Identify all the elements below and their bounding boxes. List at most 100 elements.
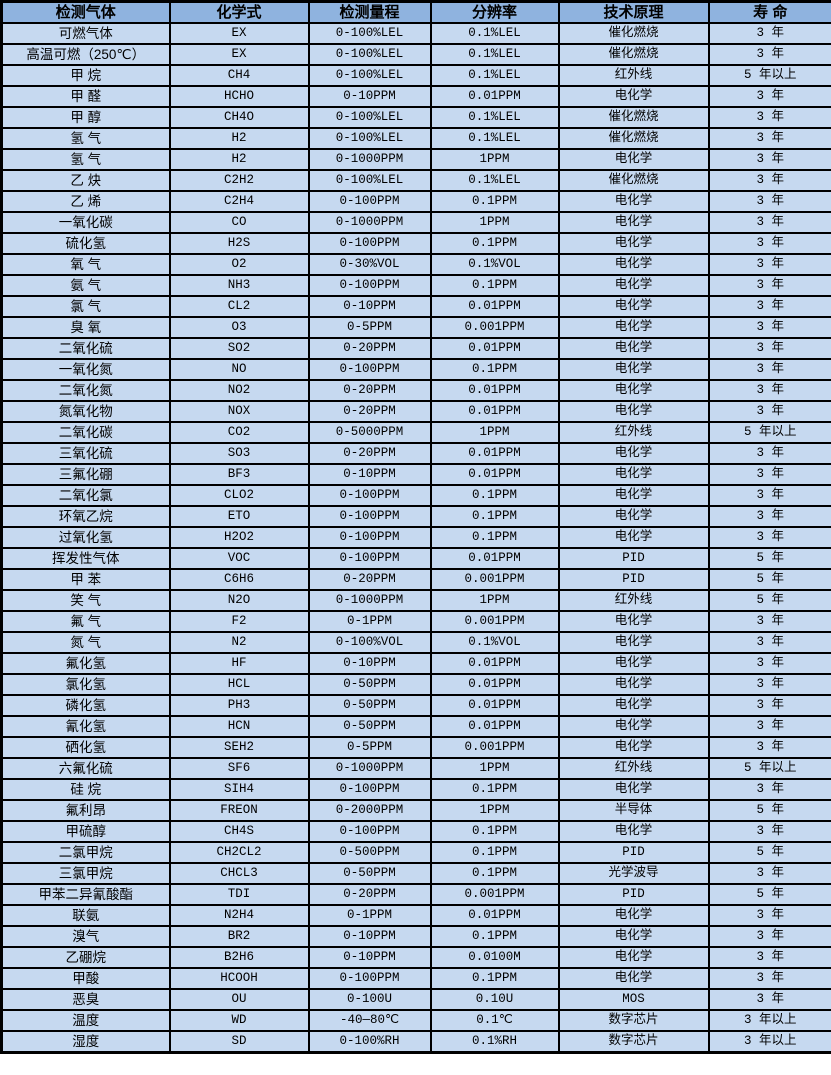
- cell-resolution: 1PPM: [429, 589, 560, 612]
- cell-range: 0-1000PPM: [307, 589, 432, 612]
- table-row: 乙硼烷 B2H6 0-10PPM 0.0100M 电化学 3 年: [0, 946, 831, 969]
- cell-range: 0-100PPM: [307, 232, 432, 255]
- cell-gas: 一氧化碳: [0, 211, 171, 234]
- cell-principle: 电化学: [557, 904, 710, 927]
- cell-resolution: 0.1%VOL: [429, 631, 560, 654]
- cell-lifespan: 3 年: [707, 925, 831, 948]
- cell-principle: PID: [557, 568, 710, 591]
- table-row: 高温可燃（250℃） EX 0-100%LEL 0.1%LEL 催化燃烧 3 年: [0, 43, 831, 66]
- cell-gas: 甲 醛: [0, 85, 171, 108]
- cell-principle: 半导体: [557, 799, 710, 822]
- table-row: 氢 气 H2 0-100%LEL 0.1%LEL 催化燃烧 3 年: [0, 127, 831, 150]
- cell-resolution: 1PPM: [429, 211, 560, 234]
- cell-gas: 氟 气: [0, 610, 171, 633]
- cell-lifespan: 3 年: [707, 379, 831, 402]
- cell-principle: 电化学: [557, 715, 710, 738]
- table-row: 三氧化硫 SO3 0-20PPM 0.01PPM 电化学 3 年: [0, 442, 831, 465]
- cell-lifespan: 3 年: [707, 736, 831, 759]
- cell-gas: 三氯甲烷: [0, 862, 171, 885]
- cell-lifespan: 5 年: [707, 589, 831, 612]
- column-header-resolution: 分辨率: [429, 0, 560, 24]
- table-row: 氢 气 H2 0-1000PPM 1PPM 电化学 3 年: [0, 148, 831, 171]
- cell-principle: 催化燃烧: [557, 43, 710, 66]
- cell-resolution: 0.001PPM: [429, 883, 560, 906]
- cell-principle: PID: [557, 547, 710, 570]
- column-header-lifespan: 寿 命: [707, 0, 831, 24]
- cell-formula: BR2: [168, 925, 310, 948]
- cell-formula: SEH2: [168, 736, 310, 759]
- cell-principle: 电化学: [557, 148, 710, 171]
- cell-lifespan: 3 年: [707, 862, 831, 885]
- cell-resolution: 0.1PPM: [429, 505, 560, 528]
- table-row: 氟化氢 HF 0-10PPM 0.01PPM 电化学 3 年: [0, 652, 831, 675]
- cell-principle: 电化学: [557, 190, 710, 213]
- table-row: 二氧化碳 CO2 0-5000PPM 1PPM 红外线 5 年以上: [0, 421, 831, 444]
- table-row: 三氟化硼 BF3 0-10PPM 0.01PPM 电化学 3 年: [0, 463, 831, 486]
- cell-resolution: 0.1PPM: [429, 925, 560, 948]
- cell-range: 0-20PPM: [307, 400, 432, 423]
- cell-gas: 三氟化硼: [0, 463, 171, 486]
- cell-formula: FREON: [168, 799, 310, 822]
- cell-formula: H2O2: [168, 526, 310, 549]
- cell-range: 0-100PPM: [307, 778, 432, 801]
- cell-gas: 氰化氢: [0, 715, 171, 738]
- cell-lifespan: 3 年: [707, 295, 831, 318]
- cell-formula: VOC: [168, 547, 310, 570]
- cell-principle: 电化学: [557, 484, 710, 507]
- cell-resolution: 0.01PPM: [429, 400, 560, 423]
- cell-principle: 电化学: [557, 379, 710, 402]
- cell-resolution: 0.01PPM: [429, 904, 560, 927]
- table-row: 甲 醇 CH4O 0-100%LEL 0.1%LEL 催化燃烧 3 年: [0, 106, 831, 129]
- cell-resolution: 0.0100M: [429, 946, 560, 969]
- cell-principle: 电化学: [557, 274, 710, 297]
- cell-range: 0-10PPM: [307, 463, 432, 486]
- cell-lifespan: 3 年: [707, 610, 831, 633]
- cell-formula: CH4O: [168, 106, 310, 129]
- header-row: 检测气体 化学式 检测量程 分辨率 技术原理 寿 命: [0, 0, 831, 24]
- cell-resolution: 0.1%LEL: [429, 127, 560, 150]
- cell-lifespan: 3 年: [707, 253, 831, 276]
- table-row: 甲 醛 HCHO 0-10PPM 0.01PPM 电化学 3 年: [0, 85, 831, 108]
- cell-gas: 湿度: [0, 1030, 171, 1054]
- table-row: 温度 WD -40—80℃ 0.1℃ 数字芯片 3 年以上: [0, 1009, 831, 1032]
- cell-gas: 联氨: [0, 904, 171, 927]
- cell-resolution: 0.01PPM: [429, 379, 560, 402]
- cell-resolution: 0.1PPM: [429, 841, 560, 864]
- cell-lifespan: 5 年以上: [707, 64, 831, 87]
- cell-principle: 数字芯片: [557, 1009, 710, 1032]
- table-row: 可燃气体 EX 0-100%LEL 0.1%LEL 催化燃烧 3 年: [0, 22, 831, 45]
- cell-range: 0-100PPM: [307, 190, 432, 213]
- cell-range: 0-10PPM: [307, 946, 432, 969]
- cell-resolution: 0.1PPM: [429, 232, 560, 255]
- cell-principle: 电化学: [557, 358, 710, 381]
- cell-range: 0-100%LEL: [307, 43, 432, 66]
- cell-lifespan: 5 年: [707, 883, 831, 906]
- cell-gas: 高温可燃（250℃）: [0, 43, 171, 66]
- cell-gas: 甲硫醇: [0, 820, 171, 843]
- table-row: 氟 气 F2 0-1PPM 0.001PPM 电化学 3 年: [0, 610, 831, 633]
- cell-principle: 红外线: [557, 421, 710, 444]
- cell-gas: 甲 苯: [0, 568, 171, 591]
- cell-formula: CL2: [168, 295, 310, 318]
- cell-principle: 催化燃烧: [557, 106, 710, 129]
- cell-formula: F2: [168, 610, 310, 633]
- cell-lifespan: 3 年: [707, 22, 831, 45]
- cell-range: 0-100%LEL: [307, 169, 432, 192]
- cell-gas: 氟利昂: [0, 799, 171, 822]
- cell-formula: HCL: [168, 673, 310, 696]
- cell-range: -40—80℃: [307, 1009, 432, 1032]
- cell-lifespan: 3 年: [707, 127, 831, 150]
- cell-lifespan: 3 年: [707, 904, 831, 927]
- cell-range: 0-100%LEL: [307, 106, 432, 129]
- cell-formula: PH3: [168, 694, 310, 717]
- table-row: 氟利昂 FREON 0-2000PPM 1PPM 半导体 5 年: [0, 799, 831, 822]
- cell-resolution: 0.1%LEL: [429, 169, 560, 192]
- cell-formula: OU: [168, 988, 310, 1011]
- cell-principle: 电化学: [557, 463, 710, 486]
- cell-gas: 乙 炔: [0, 169, 171, 192]
- table-row: 湿度 SD 0-100%RH 0.1%RH 数字芯片 3 年以上: [0, 1030, 831, 1054]
- cell-range: 0-50PPM: [307, 862, 432, 885]
- cell-range: 0-100PPM: [307, 358, 432, 381]
- cell-lifespan: 3 年: [707, 106, 831, 129]
- cell-resolution: 0.01PPM: [429, 673, 560, 696]
